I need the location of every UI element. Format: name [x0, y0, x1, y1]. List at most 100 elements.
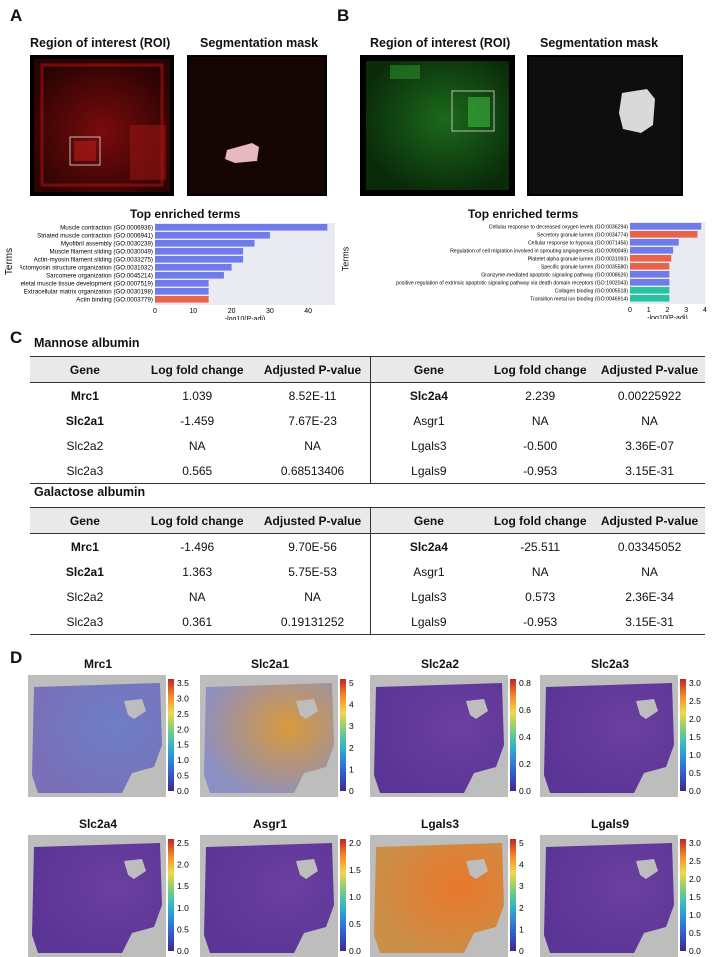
colorbar-tick: 1.5 — [349, 865, 361, 875]
table-cell: Slc2a3 — [30, 458, 140, 484]
table-cell: Slc2a3 — [30, 609, 140, 635]
colorbar-tick: 3.0 — [689, 678, 701, 688]
colorbar-tick: 3.0 — [689, 838, 701, 848]
mask-a-shape — [189, 57, 325, 194]
colorbar-tick: 2.0 — [177, 860, 189, 870]
bar — [155, 240, 255, 247]
colorbar-tick: 0.6 — [519, 705, 531, 715]
table-cell: -0.500 — [523, 438, 558, 453]
roi-image-green — [360, 55, 515, 196]
colorbar — [340, 679, 346, 791]
colorbar — [340, 839, 346, 951]
table-cell: Lgals9 — [370, 609, 487, 635]
colorbar-tick: 2.0 — [689, 714, 701, 724]
bar — [155, 296, 209, 303]
mannose-table: Gene Log fold change Adjusted P-value Gene L… — [30, 356, 705, 484]
enrichment-chart-a: Muscle contraction (GO:0006936)Striated … — [20, 223, 335, 320]
chart-title-b: Top enriched terms — [468, 207, 579, 221]
table-row: Slc2a2 NA NA Lgals3 0.573 2.36E-34 — [30, 584, 705, 609]
map-title: Slc2a3 — [590, 657, 630, 671]
table-cell: -0.953 — [486, 609, 595, 635]
category-label: Actomyosin structure organization (GO:00… — [20, 265, 153, 272]
colorbar-tick: 0.0 — [349, 946, 361, 956]
category-label: Secretory granule lumen (GO:0034774) — [537, 233, 628, 239]
bar — [630, 255, 672, 262]
colorbar-tick: 2.5 — [689, 856, 701, 866]
category-label: Myofibril assembly (GO:0030239) — [61, 241, 153, 248]
table-cell: NA — [641, 564, 658, 579]
colorbar-tick: 0.4 — [519, 732, 531, 742]
colorbar-tick: 2.0 — [689, 874, 701, 884]
bar — [630, 271, 670, 278]
enrichment-chart-b: Cellular response to decreased oxygen le… — [396, 222, 707, 319]
category-label: Sarcomere organization (GO:0045214) — [46, 273, 153, 280]
colorbar-tick: 4 — [519, 860, 524, 870]
category-label: Striated muscle contraction (GO:0006941) — [37, 233, 153, 240]
galactose-table: Gene Log fold change Adjusted P-value Gene L… — [30, 507, 705, 635]
colorbar-tick: 1.5 — [177, 881, 189, 891]
category-label: Muscle contraction (GO:0006936) — [60, 225, 153, 232]
map-title: Slc2a2 — [420, 657, 460, 671]
column-header: Log fold change — [486, 507, 595, 534]
colorbar — [680, 679, 686, 791]
colorbar — [680, 839, 686, 951]
bar — [630, 247, 674, 254]
table-title-galactose: Galactose albumin — [34, 485, 146, 499]
roi-title-a: Region of interest (ROI) — [30, 36, 171, 50]
colorbar-tick: 1.5 — [177, 740, 189, 750]
bar — [630, 279, 670, 286]
column-header: Log fold change — [139, 507, 255, 534]
colorbar-tick: 0.5 — [689, 768, 701, 778]
spatial-map: 5 4 3 2 1 0 — [370, 835, 524, 957]
spatial-map: 5 4 3 2 1 0 — [200, 675, 354, 797]
colorbar-tick: 2.0 — [349, 838, 361, 848]
colorbar-tick: 0 — [519, 946, 524, 956]
colorbar-tick: 0 — [349, 786, 354, 796]
tissue-hole — [466, 859, 488, 879]
spatial-map: 2.5 2.0 1.5 1.0 0.5 0.0 — [28, 835, 189, 957]
colorbar-tick: 3.0 — [177, 693, 189, 703]
bar — [630, 263, 670, 270]
panel-letter-c: C — [10, 328, 23, 347]
column-header: Adjusted P-value — [594, 507, 705, 534]
table-cell: Mrc1 — [70, 539, 99, 554]
table-cell: Slc2a4 — [409, 539, 448, 554]
table-cell: -1.459 — [180, 413, 215, 428]
map-title: Mrc1 — [83, 657, 112, 671]
colorbar-tick: 2.5 — [177, 709, 189, 719]
tissue-hole — [636, 859, 658, 879]
table-cell: 0.19131252 — [254, 609, 372, 635]
colorbar-tick: 1.0 — [689, 750, 701, 760]
colorbar-tick: 1.5 — [689, 892, 701, 902]
colorbar-tick: 2.0 — [177, 724, 189, 734]
table-cell: 3.15E-31 — [594, 609, 705, 635]
bar — [630, 223, 702, 230]
column-header: Gene — [370, 356, 487, 383]
table-cell: 9.70E-56 — [254, 533, 372, 559]
chart-a-ylabel: Terms — [4, 247, 16, 276]
table-cell: 3.15E-31 — [594, 458, 705, 484]
tissue-hole — [466, 699, 488, 719]
colorbar-tick: 3.5 — [177, 678, 189, 688]
category-label: Muscle filament sliding (GO:0030049) — [49, 249, 153, 256]
bar — [155, 232, 270, 239]
bar — [155, 224, 328, 231]
category-label: Collagen binding (GO:0005518) — [555, 289, 629, 295]
column-header: Log fold change — [139, 356, 255, 383]
x-axis-label: -log10(P-adj) — [225, 316, 265, 320]
bar — [630, 239, 679, 246]
table-cell: 0.565 — [139, 458, 255, 484]
column-header: Log fold change — [486, 356, 595, 383]
tissue-hole — [636, 699, 658, 719]
mask-title-b: Segmentation mask — [540, 36, 659, 50]
table-cell: 2.36E-34 — [625, 589, 674, 604]
colorbar — [168, 679, 174, 791]
column-header: Gene — [30, 356, 140, 383]
table-cell: 1.039 — [182, 388, 213, 403]
colorbar-tick: 1.0 — [349, 892, 361, 902]
table-cell: Lgals9 — [370, 458, 487, 484]
colorbar-tick: 4 — [349, 700, 354, 710]
column-header: Adjusted P-value — [254, 356, 372, 383]
column-header: Adjusted P-value — [254, 507, 372, 534]
bar — [155, 280, 209, 287]
